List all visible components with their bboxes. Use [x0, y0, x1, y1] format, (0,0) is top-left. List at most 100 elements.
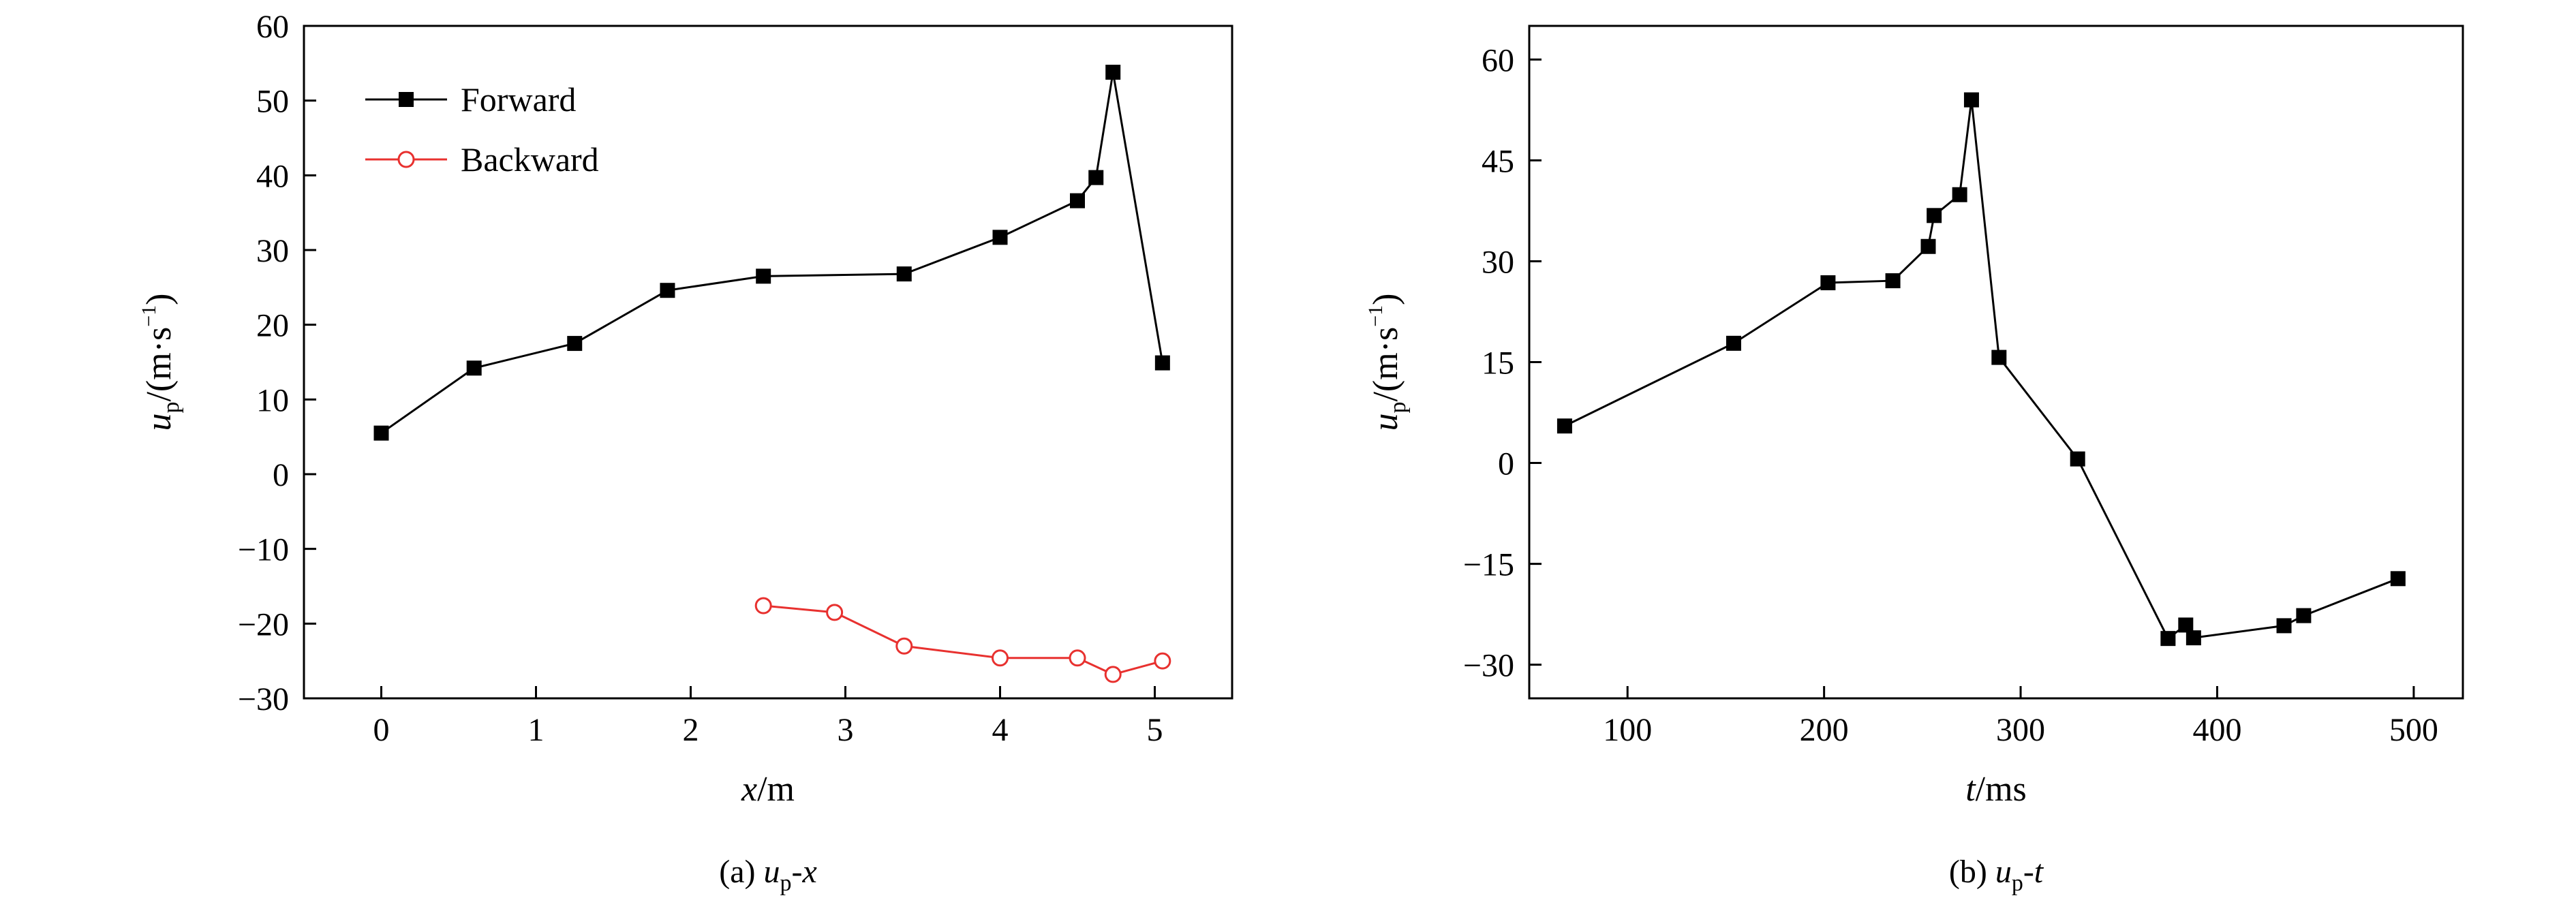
series-backward	[754, 597, 1171, 683]
x-tick-label: 1	[528, 712, 545, 748]
data-point	[1088, 170, 1104, 185]
data-point	[2178, 617, 2194, 633]
data-point	[466, 360, 482, 376]
legend-item-backward: Backward	[365, 140, 599, 179]
caption-var-2: x	[801, 854, 816, 890]
y-axis-title: up/(m·s−1)	[1364, 293, 1411, 431]
caption-dash: -	[2023, 854, 2034, 890]
x-tick-label: 3	[838, 712, 854, 748]
x-tick-label: 200	[1800, 712, 1849, 748]
y-axis-unit: /(m·s	[1366, 327, 1405, 402]
data-point	[826, 604, 844, 621]
data-point	[567, 336, 583, 352]
y-tick-label: 30	[1482, 244, 1514, 280]
data-point	[896, 266, 912, 282]
data-point	[2390, 571, 2406, 587]
x-tick-label: 4	[992, 712, 1009, 748]
data-point	[754, 597, 772, 615]
data-point	[1952, 187, 1967, 202]
legend: Forward Backward	[365, 80, 599, 179]
caption-subscript: p	[780, 871, 791, 896]
y-tick-label: 0	[273, 457, 289, 493]
panel-a-up-vs-x: 0 1 2 3 4 5−30−20−100102030405060x/mup/(m·s−1…	[138, 9, 1233, 896]
data-point	[992, 230, 1008, 245]
series-line	[1564, 99, 2399, 640]
x-axis-title: t/ms	[1965, 770, 2027, 809]
data-point	[1105, 64, 1121, 80]
data-point	[1154, 652, 1171, 670]
caption-subscript: p	[2012, 871, 2023, 896]
series-forward	[373, 64, 1170, 441]
y-axis-subscript: p	[1385, 402, 1411, 414]
plot-frame	[303, 25, 1233, 700]
y-axis-close-paren: )	[1366, 293, 1405, 305]
y-tick-label: 45	[1482, 143, 1514, 179]
y-tick-label: 20	[256, 308, 289, 344]
data-point	[756, 268, 771, 284]
y-tick-label: 50	[256, 84, 289, 120]
y-axis-var: u	[140, 414, 179, 431]
data-point	[1070, 193, 1085, 208]
data-point	[1104, 666, 1122, 683]
y-tick-label: −30	[1463, 648, 1514, 684]
x-tick-label: 300	[1996, 712, 2045, 748]
y-axis-var: u	[1366, 414, 1405, 431]
data-point	[992, 649, 1009, 667]
caption-prefix: (b)	[1949, 854, 1995, 890]
data-point	[1927, 208, 1942, 223]
y-tick-label: 10	[256, 382, 289, 418]
data-point	[1920, 238, 1936, 254]
y-axis-title: up/(m·s−1)	[138, 293, 184, 431]
x-tick-label: 5	[1147, 712, 1163, 748]
legend-marker	[397, 151, 415, 168]
data-point	[2296, 608, 2312, 623]
y-axis-superscript: −1	[138, 305, 160, 327]
x-axis-var: t	[1965, 770, 1976, 809]
data-point	[1991, 350, 2007, 365]
caption-var: u	[763, 854, 780, 890]
x-tick-label: 500	[2389, 712, 2438, 748]
y-tick-label: −10	[238, 532, 289, 568]
legend-label: Forward	[461, 80, 576, 119]
panel-caption: (b) up-t	[1949, 854, 2044, 896]
data-point	[2070, 451, 2085, 467]
x-tick-label: 100	[1603, 712, 1652, 748]
caption-var-2: t	[2034, 854, 2044, 890]
y-tick-label: 60	[1482, 42, 1514, 78]
panel-b-up-vs-t: 100 200 300 400 500−30−15015304560t/msup/(m·…	[1364, 25, 2464, 896]
caption-dash: -	[791, 854, 802, 890]
y-tick-label: −20	[238, 606, 289, 642]
x-axis-var: x	[741, 770, 757, 809]
data-point	[660, 283, 675, 298]
y-axis-close-paren: )	[140, 293, 179, 305]
y-tick-label: −30	[238, 681, 289, 717]
x-axis-unit: /ms	[1976, 770, 2027, 809]
x-tick-label: 400	[2192, 712, 2241, 748]
y-tick-label: 30	[256, 233, 289, 269]
legend-item-forward: Forward	[365, 80, 576, 119]
series-line	[380, 72, 1164, 434]
data-point	[1069, 649, 1086, 667]
x-axis-unit: /m	[757, 770, 795, 809]
data-point	[2160, 631, 2176, 647]
y-axis-subscript: p	[159, 402, 184, 414]
data-point	[1963, 92, 1979, 108]
x-axis-title: x/m	[741, 770, 795, 809]
data-point	[1557, 418, 1572, 434]
panel-caption: (a) up-x	[719, 854, 817, 896]
y-tick-label: −15	[1463, 547, 1514, 583]
x-tick-label: 2	[683, 712, 699, 748]
caption-var: u	[1995, 854, 2012, 890]
y-tick-label: 0	[1498, 446, 1514, 482]
data-point	[2276, 618, 2292, 634]
legend-marker	[399, 92, 414, 107]
caption-prefix: (a)	[719, 854, 763, 890]
series-data	[1557, 92, 2406, 647]
y-tick-label: 15	[1482, 345, 1514, 382]
data-point	[895, 637, 913, 655]
data-point	[1885, 273, 1901, 289]
data-point	[1154, 355, 1170, 371]
legend-label: Backward	[461, 140, 599, 179]
y-axis-unit: /(m·s	[140, 327, 179, 402]
